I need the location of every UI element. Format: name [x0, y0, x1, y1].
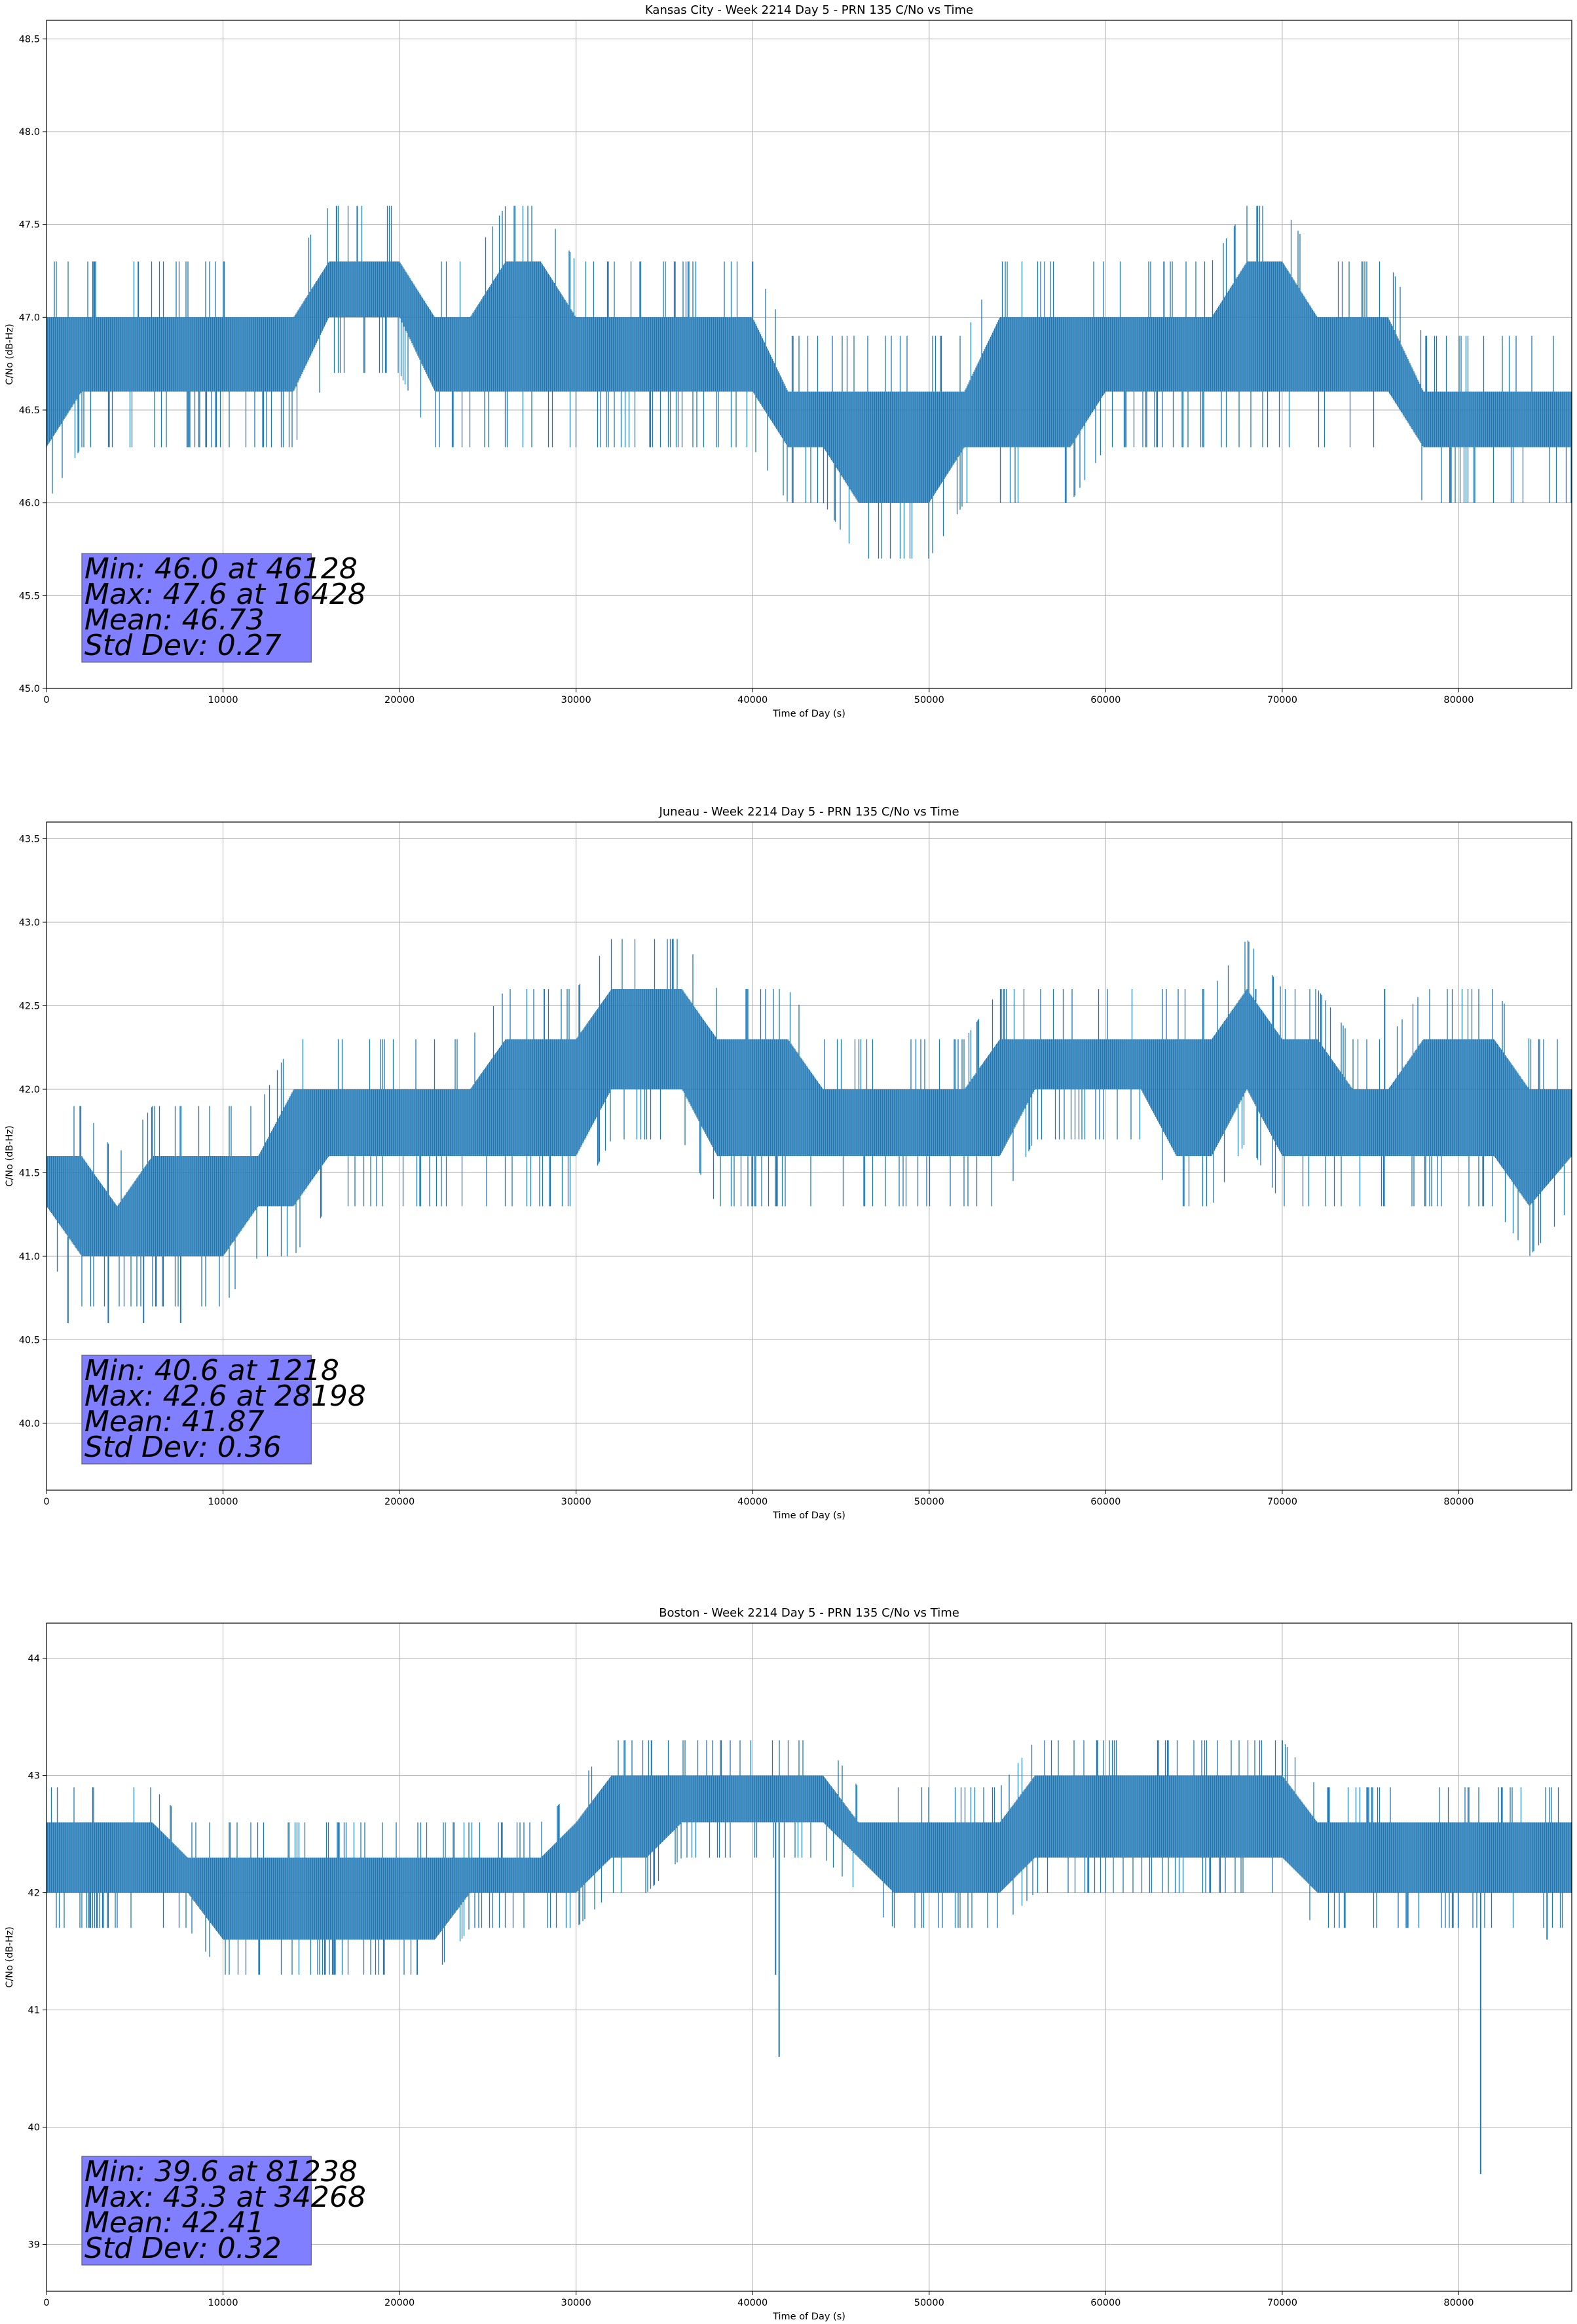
x-tick-label: 30000: [561, 2298, 591, 2308]
y-tick-label: 40.5: [19, 1336, 40, 1346]
y-tick-label: 43.0: [19, 918, 40, 928]
y-axis-label: C/No (dB-Hz): [5, 1926, 15, 1988]
stats-line: Max: 43.3 at 34268: [84, 2181, 366, 2214]
y-tick-label: 41.0: [19, 1252, 40, 1262]
x-tick-label: 50000: [914, 695, 944, 705]
x-tick-label: 40000: [737, 1497, 768, 1507]
series-spikes: [67, 989, 1386, 1323]
x-tick-label: 70000: [1267, 2298, 1297, 2308]
x-tick-label: 80000: [1443, 695, 1474, 705]
stats-line: Max: 47.6 at 16428: [84, 578, 366, 611]
y-tick-label: 40.0: [19, 1419, 40, 1429]
x-tick-label: 80000: [1443, 1497, 1474, 1507]
stats-line: Mean: 46.73: [84, 603, 265, 637]
y-tick-label: 43.5: [19, 834, 40, 845]
stats-line: Mean: 42.41: [84, 2206, 265, 2240]
x-tick-label: 70000: [1267, 1497, 1297, 1507]
y-axis-label: C/No (dB-Hz): [5, 1125, 15, 1187]
series-spikes: [138, 206, 1451, 503]
chart-title: Juneau - Week 2214 Day 5 - PRN 135 C/No …: [658, 805, 959, 819]
series-spikes: [417, 1740, 1548, 2175]
y-tick-label: 48.5: [19, 34, 40, 45]
y-tick-label: 46.5: [19, 405, 40, 416]
y-tick-label: 45.0: [19, 684, 40, 694]
y-tick-label: 40: [28, 2122, 40, 2133]
chart-panel-1: 0 10000 20000 30000 40000 50000 60000 70000 8000…: [5, 3, 1572, 719]
x-tick-label: 70000: [1267, 695, 1297, 705]
axes-frame: [46, 821, 1572, 1491]
stats-box: [81, 553, 312, 663]
x-tick-label: 80000: [1443, 2298, 1474, 2308]
y-tick-label: 41.5: [19, 1169, 40, 1179]
x-axis-label: Time of Day (s): [772, 1510, 845, 1521]
y-tick-label: 41: [28, 2006, 40, 2016]
x-tick-label: 40000: [737, 2298, 768, 2308]
stats-line: Std Dev: 0.32: [84, 2232, 282, 2265]
x-tick-label: 10000: [208, 2298, 238, 2308]
stats-line: Max: 42.6 at 28198: [84, 1379, 366, 1413]
y-tick-label: 48.0: [19, 127, 40, 138]
x-tick-label: 20000: [384, 695, 415, 705]
x-tick-label: 50000: [914, 2298, 944, 2308]
y-tick-label: 47.5: [19, 220, 40, 231]
x-tick-label: 30000: [561, 1497, 591, 1507]
axes-frame: [46, 1622, 1572, 2292]
x-tick-label: 0: [43, 1497, 49, 1507]
x-tick-label: 60000: [1090, 2298, 1121, 2308]
x-tick-label: 40000: [737, 695, 768, 705]
y-tick-label: 42.5: [19, 1002, 40, 1012]
x-tick-label: 20000: [384, 1497, 415, 1507]
chart-panel-3: 0 10000 20000 30000 40000 50000 60000 70000 8000…: [5, 1606, 1572, 2322]
x-tick-label: 20000: [384, 2298, 415, 2308]
stats-line: Min: 39.6 at 81238: [84, 2155, 358, 2188]
stats-box: [81, 1355, 312, 1465]
x-tick-label: 60000: [1090, 695, 1121, 705]
chart-panel-2: 0 10000 20000 30000 40000 50000 60000 70000 8000…: [5, 805, 1572, 1521]
series-line: [46, 939, 1572, 1307]
x-axis-label: Time of Day (s): [772, 2312, 845, 2322]
y-tick-label: 46.0: [19, 498, 40, 509]
y-tick-label: 43: [28, 1771, 40, 1782]
stats-line: Min: 46.0 at 46128: [84, 552, 358, 586]
x-tick-label: 50000: [914, 1497, 944, 1507]
stats-line: Std Dev: 0.36: [84, 1431, 282, 1464]
chart-title: Kansas City - Week 2214 Day 5 - PRN 135 …: [645, 3, 973, 17]
stats-box: [81, 2156, 312, 2266]
x-tick-label: 60000: [1090, 1497, 1121, 1507]
y-tick-label: 42: [28, 1888, 40, 1899]
x-tick-label: 10000: [208, 695, 238, 705]
stats-line: Mean: 41.87: [84, 1405, 265, 1438]
stats-line: Std Dev: 0.27: [84, 629, 282, 662]
stats-line: Min: 40.6 at 1218: [84, 1354, 339, 1387]
x-tick-label: 0: [43, 695, 49, 705]
y-tick-label: 44: [28, 1654, 40, 1664]
x-tick-label: 10000: [208, 1497, 238, 1507]
y-axis-label: C/No (dB-Hz): [5, 324, 15, 385]
series-line: [46, 206, 1572, 559]
y-tick-label: 47.0: [19, 312, 40, 323]
chart-title: Boston - Week 2214 Day 5 - PRN 135 C/No …: [659, 1606, 959, 1620]
y-tick-label: 42.0: [19, 1085, 40, 1095]
x-tick-label: 30000: [561, 695, 591, 705]
x-axis-label: Time of Day (s): [772, 709, 845, 719]
axes-frame: [46, 20, 1572, 689]
x-tick-label: 0: [43, 2298, 49, 2308]
y-tick-label: 45.5: [19, 591, 40, 601]
y-tick-label: 39: [28, 2240, 40, 2250]
